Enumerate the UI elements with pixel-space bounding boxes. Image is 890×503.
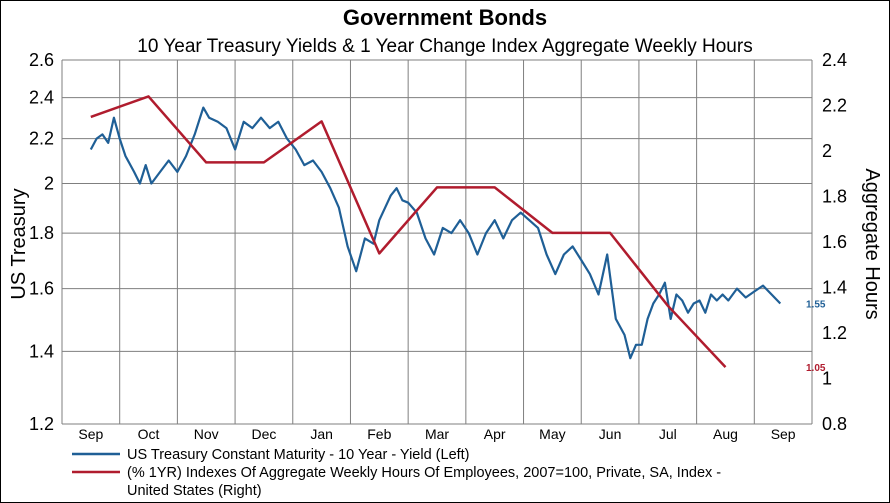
x-tick-month: Aug (713, 426, 738, 442)
axis-ticks: 2.62.42.221.81.61.41.22.42.221.81.61.41.… (29, 50, 847, 442)
x-tick-month: Oct (138, 426, 160, 442)
x-tick-month: Sep (78, 426, 103, 442)
y-tick-right: 1.2 (822, 323, 847, 343)
legend-label-treasury: US Treasury Constant Maturity - 10 Year … (127, 447, 470, 463)
x-tick-month: Feb (367, 426, 391, 442)
chart-title: Government Bonds (343, 5, 547, 30)
y-tick-right: 0.8 (822, 414, 847, 434)
x-tick-month: Jun (599, 426, 622, 442)
x-tick-month: Dec (251, 426, 276, 442)
series-lines (89, 95, 782, 368)
y-tick-left: 2.2 (29, 129, 54, 149)
y-tick-left: 1.6 (29, 279, 54, 299)
y-tick-right: 2.2 (822, 96, 847, 116)
legend: US Treasury Constant Maturity - 10 Year … (72, 447, 721, 499)
series-line-aggregate-hours (90, 95, 727, 368)
legend-label-aggregate-hours-line1: (% 1YR) Indexes Of Aggregate Weekly Hour… (127, 465, 721, 481)
last-value-aggregate-hours: 1.05 (806, 363, 826, 374)
y-tick-left: 1.2 (29, 414, 54, 434)
y-tick-right: 1.6 (822, 232, 847, 252)
gridlines (61, 59, 813, 425)
legend-label-aggregate-hours-line2: United States (Right) (127, 483, 262, 499)
y-tick-right: 2 (822, 141, 832, 161)
x-tick-month: Apr (484, 426, 506, 442)
series-line-treasury (89, 106, 782, 360)
y-tick-left: 1.8 (29, 223, 54, 243)
y-tick-left: 1.4 (29, 341, 54, 361)
y-tick-right: 2.4 (822, 50, 847, 70)
chart-subtitle: 10 Year Treasury Yields & 1 Year Change … (137, 36, 752, 57)
x-tick-month: Mar (425, 426, 449, 442)
y-tick-left: 2 (44, 174, 54, 194)
last-value-treasury: 1.55 (806, 300, 826, 311)
last-value-labels: 1.55 1.05 (806, 300, 826, 375)
x-tick-month: Jan (310, 426, 333, 442)
x-tick-month: Nov (194, 426, 219, 442)
y-tick-right: 1.8 (822, 187, 847, 207)
y-axis-label-right: Aggregate Hours (861, 168, 883, 319)
y-tick-left: 2.4 (29, 88, 54, 108)
x-tick-month: May (539, 426, 565, 442)
y-tick-right: 1.4 (822, 278, 847, 298)
y-axis-label-left: US Treasury (8, 188, 30, 299)
x-tick-month: Jul (659, 426, 677, 442)
y-tick-left: 2.6 (29, 50, 54, 70)
y-tick-right: 1 (822, 369, 832, 389)
x-tick-month: Sep (771, 426, 796, 442)
